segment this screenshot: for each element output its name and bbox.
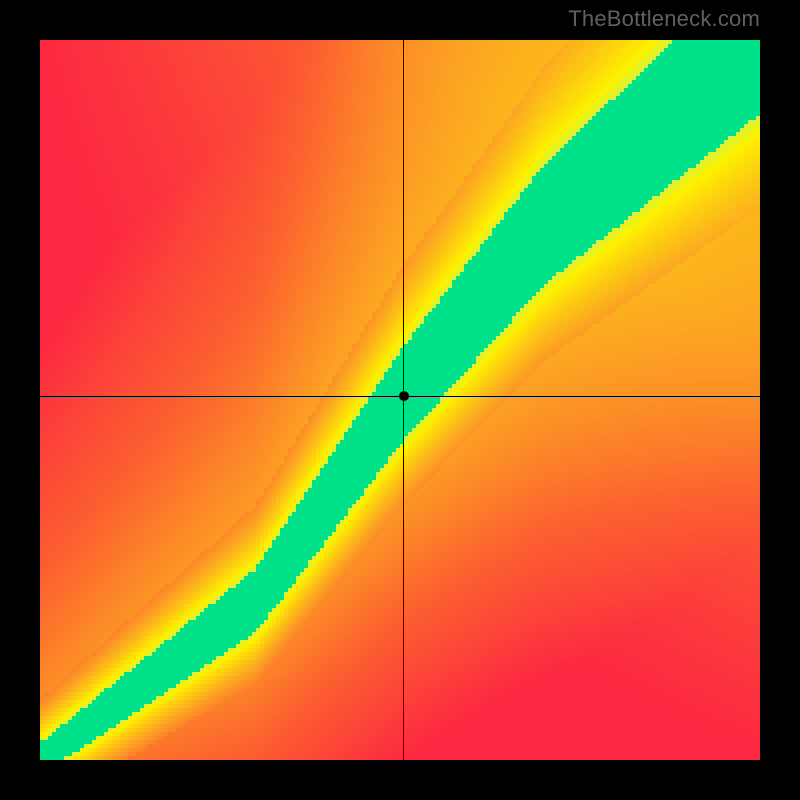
plot-area (40, 40, 760, 760)
watermark-text: TheBottleneck.com (568, 6, 760, 32)
crosshair-marker (399, 391, 409, 401)
chart-frame: TheBottleneck.com (0, 0, 800, 800)
